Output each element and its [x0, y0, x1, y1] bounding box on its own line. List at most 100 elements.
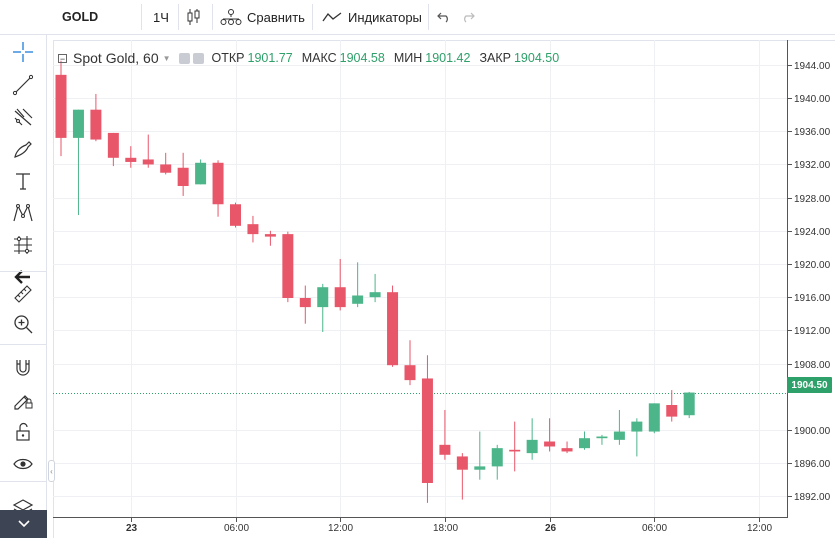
redo-button[interactable]: [461, 0, 475, 34]
indicators-label: Индикаторы: [348, 9, 422, 25]
pitchfork-tool[interactable]: [8, 103, 38, 131]
candle-body: [491, 448, 503, 467]
candle[interactable]: [404, 340, 416, 386]
collapse-toolbar-button[interactable]: [0, 510, 47, 538]
panel-toggle-handle[interactable]: ‹: [48, 460, 55, 482]
candle-body: [299, 297, 311, 308]
chart-legend: − Spot Gold, 60 ▼ ОТКР 1901.77 МАКС 1904.5…: [58, 48, 559, 68]
candle[interactable]: [247, 215, 259, 243]
trend-line-icon: [12, 74, 34, 96]
pitchfork-icon: [14, 108, 33, 126]
undo-button[interactable]: [437, 0, 451, 34]
candle-body: [352, 295, 364, 304]
brush-icon: [14, 141, 32, 158]
candle[interactable]: [561, 441, 573, 454]
candle[interactable]: [544, 418, 556, 452]
candle-body: [282, 234, 294, 298]
x-tick-label: 06:00: [224, 523, 249, 534]
zoom-tool[interactable]: [8, 310, 38, 338]
candle[interactable]: [509, 421, 521, 472]
candle[interactable]: [456, 453, 468, 500]
last-price-label: 1904.50: [787, 377, 832, 393]
candle[interactable]: [683, 391, 695, 419]
text-tool[interactable]: [8, 167, 38, 195]
trend-line-tool[interactable]: [8, 71, 38, 99]
chart-plot-area[interactable]: [53, 40, 787, 518]
prediction-tool[interactable]: [8, 231, 38, 259]
lock-all-tool[interactable]: [8, 418, 38, 446]
candle[interactable]: [72, 109, 84, 216]
candle[interactable]: [212, 160, 224, 217]
candle-body: [125, 157, 137, 162]
candle[interactable]: [369, 273, 381, 303]
toolbar-divider: [428, 4, 429, 30]
candle[interactable]: [90, 93, 102, 142]
close-icon[interactable]: [192, 52, 204, 64]
candle-body: [683, 392, 695, 416]
ruler-tool[interactable]: [8, 280, 38, 308]
candle[interactable]: [648, 403, 660, 434]
candle[interactable]: [613, 409, 625, 445]
candle[interactable]: [177, 152, 189, 196]
candle[interactable]: [142, 134, 154, 168]
back-arrow-icon: [14, 270, 30, 284]
undo-icon: [437, 12, 448, 23]
crosshair-tool[interactable]: [8, 38, 38, 66]
visibility-tool[interactable]: [8, 450, 38, 478]
candle[interactable]: [491, 444, 503, 480]
candle[interactable]: [264, 230, 276, 246]
candle[interactable]: [421, 355, 433, 503]
x-tick-label: 12:00: [328, 523, 353, 534]
candle[interactable]: [299, 285, 311, 324]
series-title[interactable]: Spot Gold, 60: [73, 50, 159, 66]
candle[interactable]: [352, 262, 364, 308]
candle[interactable]: [230, 202, 241, 228]
symbol-search[interactable]: GOLD: [62, 0, 98, 34]
chart-type-button[interactable]: [186, 0, 202, 34]
candle[interactable]: [282, 231, 294, 303]
candle[interactable]: [125, 146, 137, 168]
y-tick-label: 1896.00: [794, 459, 831, 470]
chevron-down-icon[interactable]: ▼: [162, 53, 171, 63]
y-tick-label: 1932.00: [794, 160, 831, 171]
compare-button[interactable]: Сравнить: [220, 0, 305, 34]
interval-button[interactable]: 1Ч: [153, 0, 169, 34]
candle[interactable]: [160, 152, 172, 175]
interval-label: 1Ч: [153, 9, 169, 25]
candle[interactable]: [387, 285, 399, 367]
open-value: 1901.77: [247, 51, 293, 65]
y-tick-label: 1944.00: [794, 61, 831, 72]
open-label: ОТКР: [211, 51, 245, 65]
settings-icon[interactable]: [178, 52, 190, 64]
candle-body: [177, 167, 189, 187]
candle[interactable]: [631, 418, 643, 457]
candle[interactable]: [107, 132, 119, 167]
candle[interactable]: [474, 431, 486, 480]
lock-drawing-icon: [14, 395, 33, 410]
toolbar-divider: [0, 481, 46, 482]
candle[interactable]: [596, 434, 608, 445]
indicators-button[interactable]: Индикаторы: [322, 0, 422, 34]
candle[interactable]: [55, 60, 67, 157]
text-icon: [16, 173, 30, 190]
back-tool[interactable]: [8, 263, 38, 291]
candle[interactable]: [334, 259, 346, 311]
high-value: 1904.58: [339, 51, 385, 65]
unlock-icon: [16, 422, 30, 441]
candle[interactable]: [579, 431, 590, 450]
magnet-tool[interactable]: [8, 354, 38, 382]
x-tick-label: 23: [126, 523, 138, 534]
candle[interactable]: [439, 409, 451, 460]
candle[interactable]: [666, 390, 678, 422]
pattern-tool[interactable]: [8, 199, 38, 227]
candle[interactable]: [317, 283, 329, 333]
y-tick-label: 1924.00: [794, 227, 831, 238]
brush-tool[interactable]: [8, 135, 38, 163]
zoom-in-icon: [14, 315, 33, 334]
toolbar-divider: [312, 4, 313, 30]
candle[interactable]: [195, 159, 207, 185]
collapse-legend-icon[interactable]: −: [58, 53, 67, 64]
lock-drawing-tool[interactable]: [8, 386, 38, 414]
candle[interactable]: [526, 418, 538, 460]
